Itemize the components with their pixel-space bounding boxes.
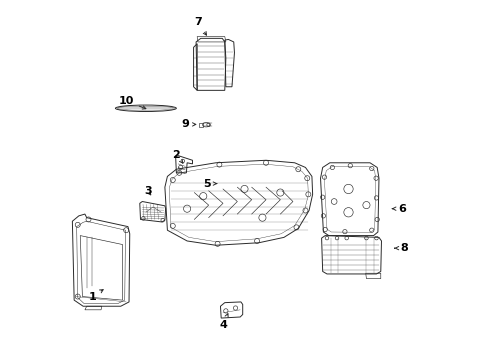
- Text: 4: 4: [219, 314, 228, 330]
- Text: 8: 8: [394, 243, 407, 253]
- Text: 2: 2: [172, 150, 183, 163]
- Text: 10: 10: [118, 96, 145, 109]
- Text: 9: 9: [181, 120, 195, 129]
- Text: 5: 5: [203, 179, 216, 189]
- Text: 1: 1: [88, 290, 103, 302]
- Text: 7: 7: [194, 17, 206, 35]
- Text: 6: 6: [392, 204, 406, 214]
- Text: 3: 3: [143, 186, 151, 196]
